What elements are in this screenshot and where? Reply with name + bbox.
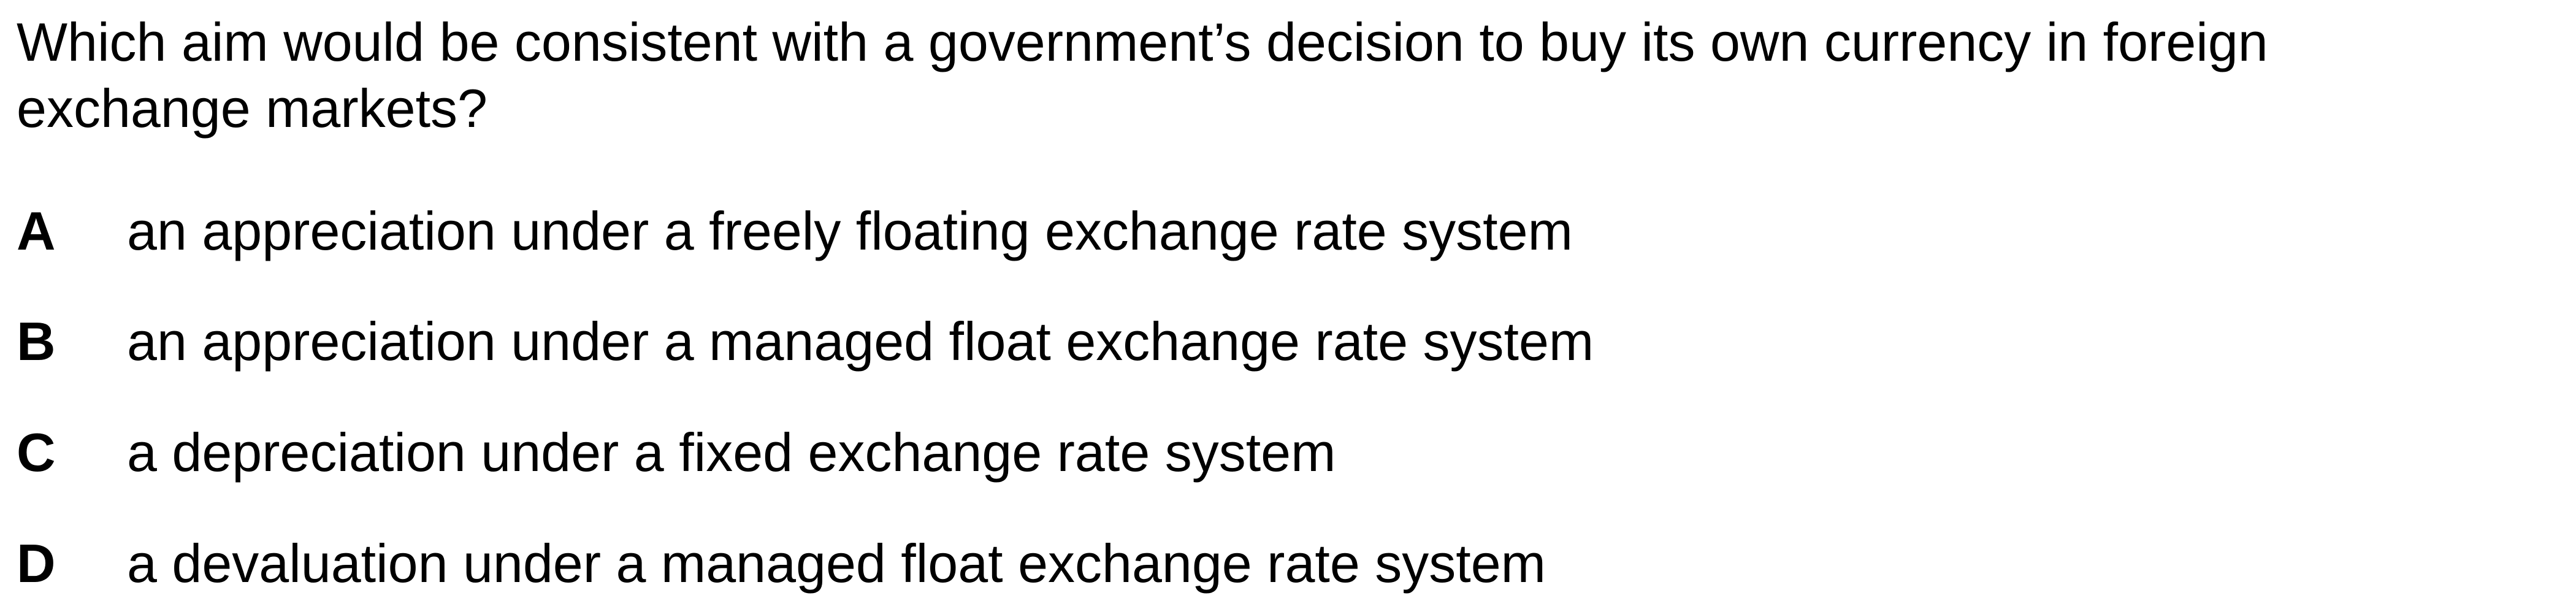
question-stem-line-1: Which aim would be consistent with a gov… — [17, 12, 2268, 72]
option-a-text: an appreciation under a freely floating … — [127, 201, 1573, 261]
question-stem-line-2: exchange markets? — [17, 78, 487, 139]
option-a-letter: A — [17, 201, 56, 261]
option-b-letter: B — [17, 311, 56, 372]
option-c-text: a depreciation under a fixed exchange ra… — [127, 422, 1336, 483]
option-d-letter: D — [17, 533, 56, 594]
question-stem: Which aim would be consistent with a gov… — [17, 9, 2531, 142]
option-c-letter: C — [17, 422, 56, 483]
option-b-text: an appreciation under a managed float ex… — [127, 311, 1594, 372]
option-d-text: a devaluation under a managed float exch… — [127, 533, 1546, 594]
